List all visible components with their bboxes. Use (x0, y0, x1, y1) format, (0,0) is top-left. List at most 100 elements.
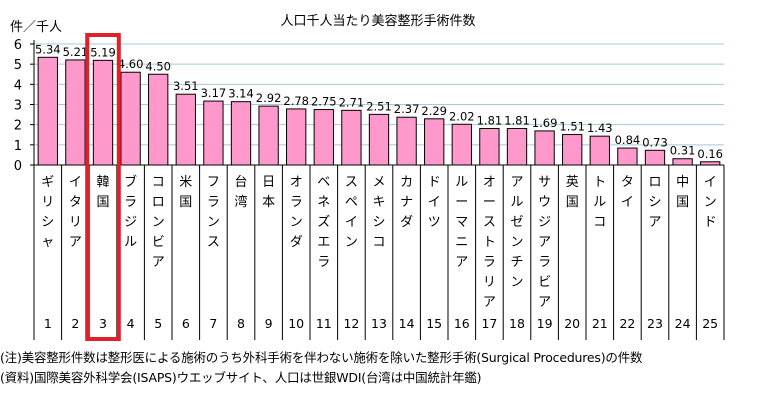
y-tick-label: 1 (14, 139, 22, 154)
data-label: 4.60 (118, 57, 144, 71)
data-label: 1.43 (587, 121, 613, 135)
data-label: 2.51 (366, 99, 392, 113)
y-tick-label: 0 (14, 159, 22, 174)
y-axis-label: 件／千人 (10, 20, 62, 35)
category-label: 英国 (566, 175, 579, 210)
category-label: ドイツ (428, 175, 441, 230)
data-label: 2.75 (311, 95, 337, 109)
data-label: 2.92 (256, 91, 282, 105)
category-label: イタリア (69, 175, 82, 250)
category-label: メキシコ (372, 175, 385, 250)
data-label: 4.50 (145, 59, 171, 73)
bar (65, 59, 86, 166)
data-label: 1.51 (559, 120, 585, 134)
y-tick-label: 5 (14, 58, 22, 73)
category-label: カナダ (400, 175, 413, 230)
rank-label: 24 (675, 316, 691, 331)
bar (672, 158, 693, 166)
y-tick-label: 4 (14, 78, 22, 93)
bar (230, 101, 252, 166)
category-label: オランダ (290, 175, 303, 250)
rank-label: 17 (481, 316, 497, 331)
category-label: 米国 (179, 175, 192, 210)
data-label: 5.34 (35, 42, 61, 56)
bar (534, 130, 555, 166)
data-label: 1.69 (532, 116, 558, 130)
category-label: 韓国 (96, 175, 109, 210)
data-label: 1.81 (477, 113, 503, 127)
category-label: サウジアラビア (538, 175, 551, 310)
category-label: タイ (621, 175, 634, 210)
data-label: 5.21 (63, 45, 89, 59)
bar (479, 127, 500, 166)
rank-label: 20 (564, 316, 580, 331)
rank-label: 6 (182, 316, 190, 331)
bar (203, 100, 224, 166)
data-label: 2.37 (394, 102, 420, 116)
bar (617, 147, 638, 166)
data-label: 3.51 (173, 79, 199, 93)
data-label: 0.31 (670, 144, 696, 158)
bar (175, 93, 196, 166)
rank-label: 14 (399, 316, 415, 331)
footnote-source: (資料)国際美容外科学会(ISAPS)ウエッブサイト、人口は世銀WDI(台湾は中… (0, 370, 482, 385)
bar (92, 59, 114, 166)
footnote-note: (注)美容整形件数は整形医による施術のうち外科手術を伴わない施術を除いた整形手術… (0, 350, 643, 365)
category-label: コロンビア (152, 175, 165, 270)
bar (644, 149, 666, 166)
data-label: 2.71 (339, 95, 365, 109)
rank-label: 15 (426, 316, 442, 331)
data-label: 2.29 (421, 104, 447, 118)
rank-label: 11 (316, 316, 332, 331)
data-label: 2.02 (449, 109, 475, 123)
rank-label: 3 (99, 316, 107, 331)
rank-label: 9 (265, 316, 273, 331)
bar (313, 109, 334, 166)
category-label: ルーマニア (455, 175, 468, 270)
data-label: 5.19 (90, 45, 116, 59)
rank-label: 4 (127, 316, 135, 331)
rank-label: 19 (537, 316, 553, 331)
bar (562, 134, 583, 166)
rank-label: 21 (592, 316, 608, 331)
bar (258, 105, 279, 166)
rank-label: 25 (702, 316, 718, 331)
data-label: 0.73 (642, 135, 668, 149)
category-label: ロシア (648, 175, 661, 230)
rank-label: 13 (371, 316, 387, 331)
bar (451, 123, 472, 166)
category-label: 台湾 (234, 175, 247, 210)
data-label: 1.81 (504, 113, 530, 127)
category-label: ギリシャ (41, 175, 54, 250)
category-label: トルコ (593, 175, 606, 230)
data-label: 2.78 (283, 94, 309, 108)
bar (148, 73, 169, 166)
category-label: 日本 (262, 175, 275, 210)
bar (120, 71, 141, 166)
bar (506, 127, 528, 166)
category-label: インド (704, 175, 717, 230)
category-label: 中国 (676, 175, 689, 210)
category-label: アルゼンチン (510, 175, 523, 290)
category-label: ブラジル (124, 174, 137, 250)
bar (424, 118, 445, 166)
rank-label: 22 (619, 316, 635, 331)
data-label: 0.84 (615, 133, 641, 147)
chart-title: 人口千人当たり美容整形手術件数 (280, 13, 475, 29)
category-label: スペイン (345, 175, 358, 250)
y-tick-label: 2 (14, 119, 22, 134)
category-label: ベネズエラ (317, 175, 330, 270)
y-tick-label: 3 (14, 99, 22, 114)
bar (341, 109, 362, 166)
rank-label: 10 (288, 316, 304, 331)
category-label: フランス (207, 175, 220, 250)
bar (589, 135, 610, 166)
bar (396, 116, 417, 166)
rank-label: 8 (237, 316, 245, 331)
rank-label: 7 (209, 316, 217, 331)
bar (368, 113, 390, 166)
bar (286, 108, 307, 166)
rank-label: 12 (343, 316, 359, 331)
rank-label: 2 (71, 316, 79, 331)
